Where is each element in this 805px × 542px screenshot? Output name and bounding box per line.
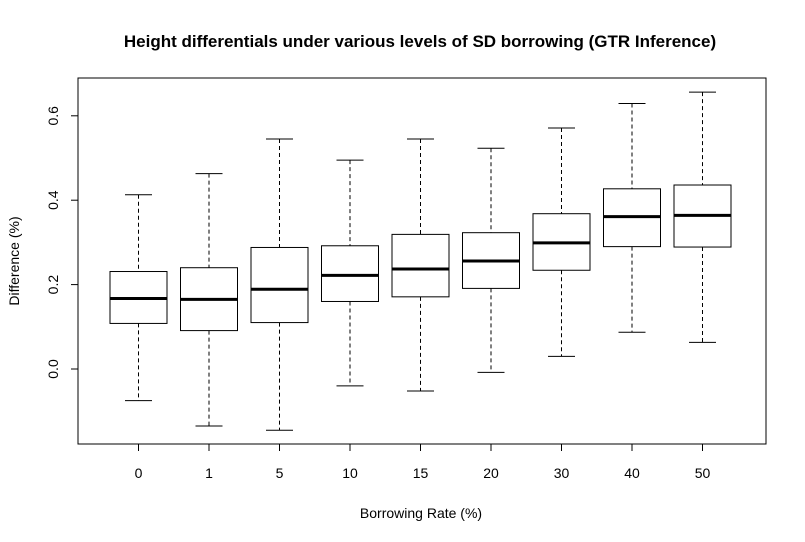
x-tick-label: 1 [205, 465, 213, 481]
x-axis-label: Borrowing Rate (%) [360, 505, 482, 521]
y-axis-label: Difference (%) [6, 216, 22, 305]
x-tick-label: 15 [413, 465, 429, 481]
boxplot-series [109, 91, 732, 431]
box-15 [391, 138, 450, 392]
y-tick-label: 0.0 [45, 359, 61, 379]
iqr-box [250, 246, 309, 324]
x-tick-label: 50 [695, 465, 711, 481]
box-10 [321, 159, 379, 387]
box-50 [673, 91, 732, 343]
box-40 [603, 103, 661, 333]
x-tick-label: 5 [276, 465, 284, 481]
box-5 [250, 138, 309, 431]
chart-title: Height differentials under various level… [124, 32, 716, 51]
x-tick-label: 20 [483, 465, 499, 481]
x-tick-label: 10 [342, 465, 358, 481]
x-tick-label: 40 [624, 465, 640, 481]
box-20 [462, 147, 520, 373]
iqr-box [391, 233, 450, 298]
box-1 [180, 173, 238, 427]
box-30 [532, 127, 591, 357]
y-tick-label: 0.6 [45, 106, 61, 126]
x-tick-label: 30 [554, 465, 570, 481]
y-tick-label: 0.2 [45, 275, 61, 295]
y-axis: 0.0 0.2 0.4 0.6 [45, 106, 79, 379]
box-0 [109, 194, 168, 402]
y-tick-label: 0.4 [45, 190, 61, 210]
x-tick-label: 0 [135, 465, 143, 481]
iqr-box [321, 245, 379, 302]
x-axis: 0 1 5 10 15 20 30 40 50 [135, 443, 711, 481]
